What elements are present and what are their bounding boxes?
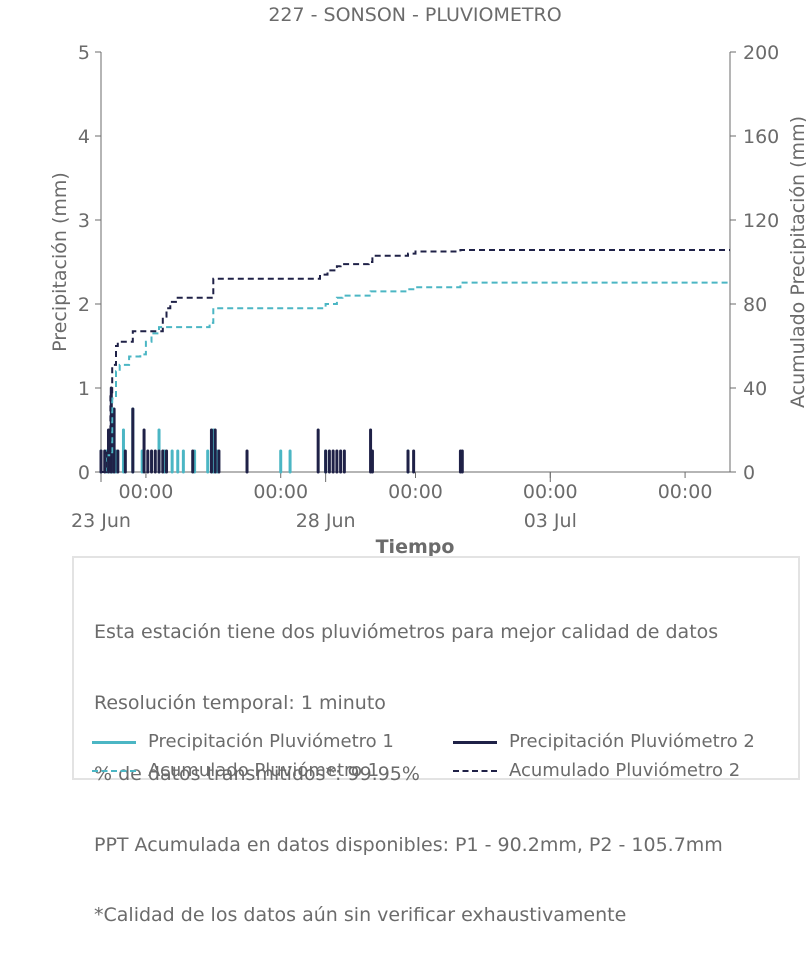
y-tick-label: 5 (78, 42, 90, 64)
y2-tick-label: 80 (743, 294, 767, 316)
legend-swatch-p2-precip (453, 741, 497, 744)
x-tick-label: 00:00 (523, 481, 578, 503)
info-line-accumulated: PPT Acumulada en datos disponibles: P1 -… (94, 833, 723, 856)
y2-tick-label: 120 (743, 210, 779, 232)
legend-label-p1-accum: Acumulado Pluviómetro 1 (148, 760, 380, 781)
y-tick-label: 4 (78, 126, 90, 148)
accumulated-line (101, 249, 730, 473)
x-tick-label: 00:00 (388, 481, 443, 503)
x-axis-label: Tiempo (376, 536, 455, 556)
chart-title: 227 - SONSON - PLUVIOMETRO (268, 4, 561, 26)
x-date-label: 28 Jun (296, 510, 356, 532)
y-tick-label: 0 (78, 462, 90, 484)
info-line-quality: *Calidad de los datos aún sin verificar … (94, 904, 627, 927)
x-date-label: 03 Jul (524, 510, 577, 532)
x-date-label: 23 Jun (71, 510, 131, 532)
info-legend-box: Esta estación tiene dos pluviómetros par… (72, 556, 800, 926)
accumulated-lines (101, 249, 730, 473)
info-line-resolution: Resolución temporal: 1 minuto (94, 691, 386, 714)
y-tick-label: 1 (78, 378, 90, 400)
legend-label-p2-accum: Acumulado Pluviómetro 2 (509, 760, 741, 781)
legend-label-p1-precip: Precipitación Pluviómetro 1 (148, 731, 394, 752)
y-axis-label: Precipitación (mm) (49, 172, 71, 352)
rain-chart: 227 - SONSON - PLUVIOMETRO 0 1 2 3 4 5 0 40 80 12… (49, 4, 806, 556)
y2-axis-label: Acumulado Precipitación (mm) (787, 116, 806, 408)
y2-tick-label: 160 (743, 126, 779, 148)
x-tick-label: 00:00 (119, 481, 174, 503)
legend-swatch-p2-accum (453, 770, 497, 772)
legend-swatch-p1-accum (92, 770, 136, 772)
y-tick-label: 3 (78, 210, 90, 232)
info-line-transmitted: % de datos transmitidos*: 99.95% (94, 762, 420, 785)
y-tick-label: 2 (78, 294, 90, 316)
precipitation-bars (99, 386, 464, 474)
axes: 0 1 2 3 4 5 0 40 80 120 160 200 00:00 00:00 00:00 00:00… (71, 42, 779, 532)
legend-swatch-p1-precip (92, 741, 136, 744)
x-tick-label: 00:00 (253, 481, 308, 503)
x-tick-label: 00:00 (658, 481, 713, 503)
y2-tick-label: 40 (743, 378, 767, 400)
info-line-stations: Esta estación tiene dos pluviómetros par… (94, 621, 719, 644)
y2-tick-label: 200 (743, 42, 779, 64)
y2-tick-label: 0 (743, 462, 755, 484)
accumulated-line (101, 281, 730, 473)
legend-label-p2-precip: Precipitación Pluviómetro 2 (509, 731, 755, 752)
